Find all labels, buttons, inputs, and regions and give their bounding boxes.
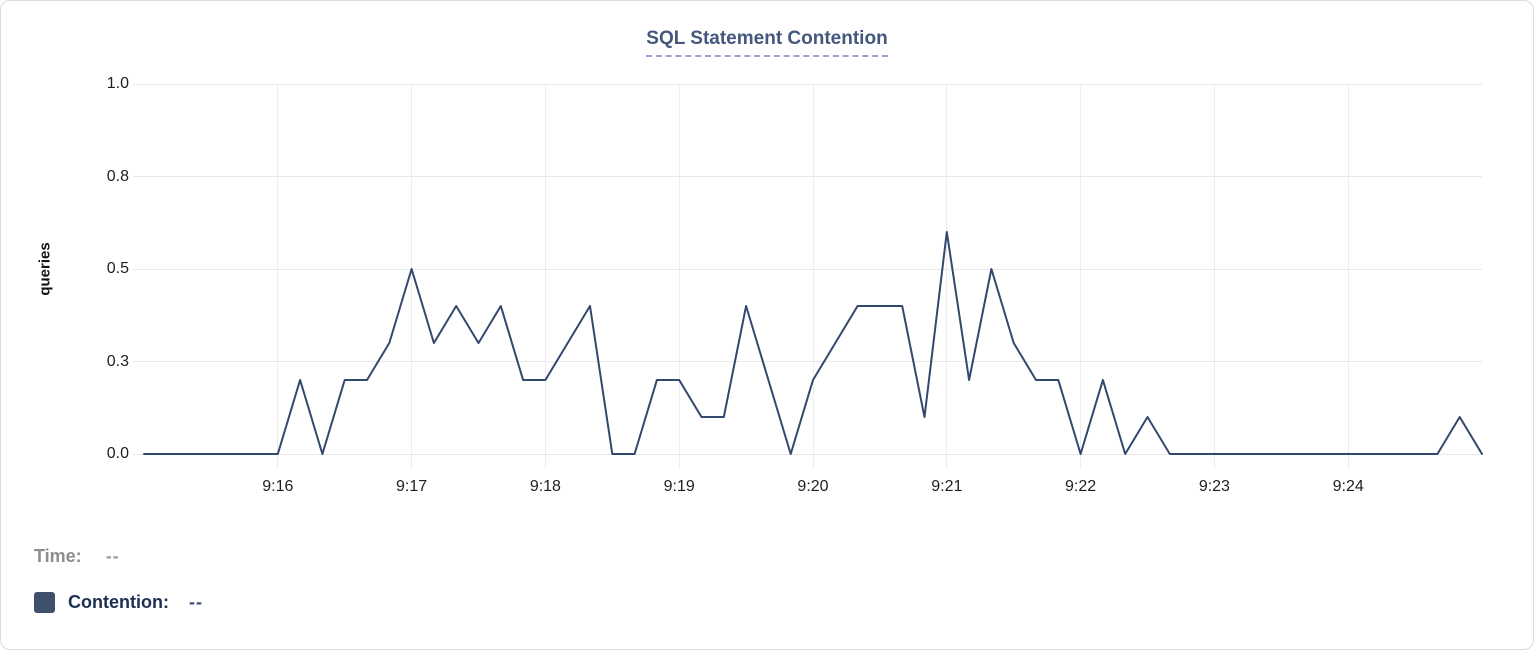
legend-time-row: Time: -- [34, 544, 203, 568]
x-tick-label: 9:19 [663, 478, 695, 495]
chart-title[interactable]: SQL Statement Contention [646, 28, 888, 57]
h-gridline [133, 83, 1482, 85]
h-gridline [133, 268, 1482, 270]
series-svg-layer [143, 231, 1483, 455]
y-tick-label: 1.0 [106, 75, 129, 92]
legend-contention-row[interactable]: Contention: -- [34, 590, 203, 614]
v-gridline [277, 84, 279, 469]
h-gridline [133, 176, 1482, 177]
v-gridline [812, 84, 814, 469]
contention-label: Contention: [68, 591, 169, 612]
contention-series-swatch[interactable] [34, 591, 55, 613]
y-tick-label: 0.3 [106, 352, 129, 370]
x-tick-label: 9:23 [1198, 478, 1230, 495]
x-tick-label: 9:17 [396, 478, 428, 495]
h-gridline [133, 453, 1482, 455]
v-gridline [1347, 84, 1349, 469]
time-label: Time: [34, 545, 82, 566]
plot-area[interactable] [133, 83, 1483, 469]
v-gridline [1213, 84, 1215, 469]
x-tick-label: 9:22 [1065, 478, 1097, 495]
v-gridline [678, 84, 680, 469]
x-tick-label: 9:16 [262, 478, 294, 495]
contention-line-series[interactable] [143, 231, 1483, 455]
x-tick-label: 9:21 [931, 478, 963, 495]
y-tick-label: 0.5 [106, 260, 129, 277]
v-gridline [544, 84, 546, 469]
chart-legend: Time: -- Contention: -- [34, 544, 203, 636]
x-tick-label: 9:18 [529, 478, 561, 495]
y-tick-label: 0.0 [106, 445, 129, 462]
y-tick-label: 0.8 [106, 167, 129, 185]
contention-value: -- [188, 591, 203, 612]
x-tick-label: 9:24 [1332, 478, 1364, 495]
v-gridline [411, 84, 413, 469]
v-gridline [1080, 84, 1082, 469]
chart-title-row: SQL Statement Contention [1, 28, 1533, 57]
v-gridline [946, 84, 948, 469]
h-gridline [133, 361, 1482, 362]
time-value: -- [105, 545, 120, 566]
x-tick-label: 9:20 [797, 478, 829, 495]
